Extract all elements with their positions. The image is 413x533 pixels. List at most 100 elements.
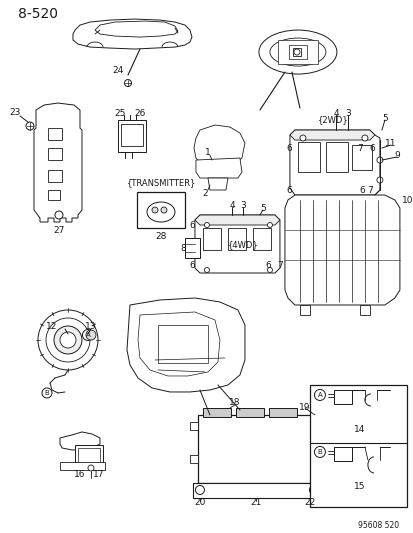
Text: 5: 5 bbox=[381, 114, 387, 123]
Bar bbox=[228, 228, 245, 250]
Circle shape bbox=[293, 49, 299, 55]
Text: 12: 12 bbox=[46, 322, 57, 332]
Polygon shape bbox=[193, 125, 244, 169]
Circle shape bbox=[314, 455, 320, 461]
Polygon shape bbox=[289, 130, 379, 195]
Text: 13: 13 bbox=[85, 322, 97, 332]
Text: 15: 15 bbox=[353, 482, 365, 491]
Text: 6: 6 bbox=[358, 185, 364, 195]
Polygon shape bbox=[192, 483, 319, 498]
Bar bbox=[137, 192, 185, 228]
Polygon shape bbox=[60, 432, 100, 450]
Polygon shape bbox=[195, 215, 279, 273]
Bar bbox=[118, 120, 146, 152]
Circle shape bbox=[42, 388, 52, 398]
Text: 23: 23 bbox=[9, 108, 21, 117]
Polygon shape bbox=[195, 215, 279, 225]
Text: A: A bbox=[317, 392, 322, 398]
Text: 1: 1 bbox=[204, 148, 210, 157]
Text: 22: 22 bbox=[304, 498, 315, 507]
Circle shape bbox=[313, 447, 325, 457]
Text: 16: 16 bbox=[74, 471, 85, 480]
Polygon shape bbox=[34, 103, 82, 222]
Text: 8-520: 8-520 bbox=[18, 7, 58, 21]
Text: 6: 6 bbox=[285, 143, 291, 152]
Circle shape bbox=[55, 211, 63, 219]
Text: 18: 18 bbox=[229, 399, 240, 407]
Circle shape bbox=[38, 310, 98, 370]
Polygon shape bbox=[138, 312, 219, 376]
Bar bbox=[121, 124, 142, 146]
Text: 6: 6 bbox=[189, 261, 195, 270]
Circle shape bbox=[60, 332, 76, 348]
Bar bbox=[202, 228, 221, 250]
Text: 7: 7 bbox=[356, 143, 362, 152]
Text: B: B bbox=[317, 449, 322, 455]
Bar bbox=[297, 142, 319, 172]
Bar bbox=[48, 190, 60, 200]
Text: 24: 24 bbox=[112, 66, 123, 75]
Bar bbox=[277, 40, 317, 64]
Circle shape bbox=[86, 330, 96, 340]
Bar bbox=[325, 142, 347, 172]
Polygon shape bbox=[289, 130, 374, 140]
Polygon shape bbox=[60, 462, 105, 470]
Text: 21: 21 bbox=[249, 498, 261, 507]
Bar bbox=[292, 48, 300, 56]
Circle shape bbox=[26, 122, 34, 130]
Polygon shape bbox=[190, 455, 197, 463]
Bar bbox=[48, 128, 62, 140]
Text: B: B bbox=[45, 390, 49, 396]
Ellipse shape bbox=[258, 30, 336, 74]
Text: 17: 17 bbox=[93, 471, 104, 480]
Polygon shape bbox=[299, 305, 309, 315]
Text: 20: 20 bbox=[194, 498, 205, 507]
Polygon shape bbox=[359, 305, 369, 315]
Text: {2WD}: {2WD} bbox=[317, 116, 348, 125]
Bar bbox=[78, 448, 100, 464]
Polygon shape bbox=[207, 178, 228, 190]
Text: 4: 4 bbox=[332, 109, 338, 118]
Bar bbox=[48, 148, 62, 160]
Polygon shape bbox=[284, 195, 399, 305]
Polygon shape bbox=[95, 21, 178, 37]
Bar bbox=[309, 385, 406, 507]
Bar bbox=[333, 447, 351, 461]
Circle shape bbox=[267, 268, 272, 272]
Polygon shape bbox=[190, 422, 197, 430]
Circle shape bbox=[376, 157, 382, 163]
Circle shape bbox=[309, 486, 318, 495]
Text: 6: 6 bbox=[285, 185, 291, 195]
Circle shape bbox=[161, 207, 166, 213]
Circle shape bbox=[88, 465, 94, 471]
Circle shape bbox=[361, 135, 367, 141]
Circle shape bbox=[314, 422, 320, 428]
Text: 10: 10 bbox=[401, 196, 413, 205]
Text: 4: 4 bbox=[228, 200, 234, 209]
Polygon shape bbox=[73, 19, 192, 49]
Text: 3: 3 bbox=[344, 109, 350, 118]
Text: 19: 19 bbox=[299, 403, 310, 413]
Polygon shape bbox=[185, 238, 199, 258]
Polygon shape bbox=[127, 298, 244, 392]
Text: 6: 6 bbox=[264, 261, 270, 270]
Text: A: A bbox=[85, 332, 90, 338]
Bar bbox=[333, 390, 351, 404]
Circle shape bbox=[376, 177, 382, 183]
Circle shape bbox=[299, 135, 305, 141]
Text: 9: 9 bbox=[393, 150, 399, 159]
Text: 7: 7 bbox=[276, 261, 282, 270]
Polygon shape bbox=[195, 158, 241, 178]
Bar bbox=[202, 408, 230, 417]
Circle shape bbox=[46, 318, 90, 362]
Bar bbox=[351, 145, 371, 170]
Bar bbox=[158, 325, 207, 363]
Text: 6: 6 bbox=[189, 221, 195, 230]
Bar bbox=[252, 228, 270, 250]
Circle shape bbox=[82, 329, 93, 341]
Bar bbox=[288, 45, 306, 59]
Text: 27: 27 bbox=[53, 225, 64, 235]
Text: 7: 7 bbox=[366, 185, 372, 195]
Bar bbox=[197, 415, 315, 483]
Text: 25: 25 bbox=[114, 109, 126, 118]
